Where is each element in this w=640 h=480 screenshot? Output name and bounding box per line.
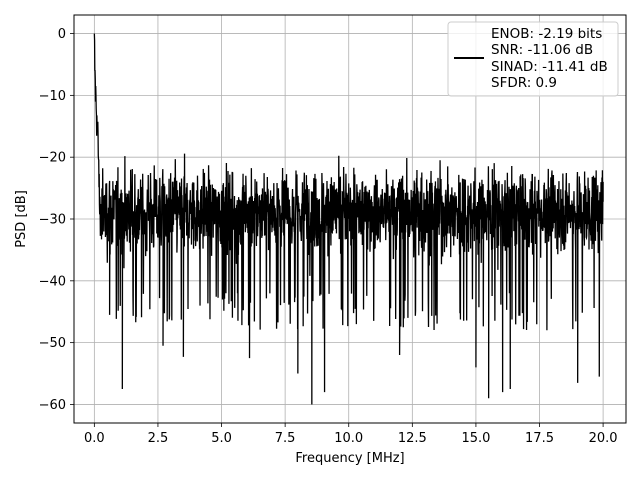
y-tick-label: −60 — [39, 398, 66, 413]
x-tick-label: 15.0 — [461, 431, 490, 446]
x-tick-label: 0.0 — [84, 431, 105, 446]
x-tick-label: 20.0 — [589, 431, 618, 446]
x-tick-label: 10.0 — [334, 431, 363, 446]
y-tick-label: 0 — [58, 27, 66, 42]
psd-series-line — [93, 33, 604, 405]
legend-box — [447, 21, 619, 97]
plot-area — [93, 33, 604, 405]
legend-enob: ENOB: -2.19 bits — [491, 26, 602, 42]
x-tick-label: 5.0 — [211, 431, 232, 446]
legend-sinad: SINAD: -11.41 dB — [491, 59, 608, 75]
axis-ticks: 0.0 2.5 5.0 7.5 10.0 12.5 15.0 17.5 20.0 0 −10 −20 −… — [39, 27, 618, 446]
x-tick-label: 17.5 — [525, 431, 554, 446]
y-axis-label: PSD [dB] — [14, 190, 29, 248]
legend-sfdr: SFDR: 0.9 — [491, 75, 557, 91]
x-tick-label: 2.5 — [148, 431, 169, 446]
x-tick-label: 12.5 — [398, 431, 427, 446]
y-tick-label: −20 — [39, 151, 66, 166]
x-tick-label: 7.5 — [275, 431, 296, 446]
y-tick-label: −40 — [39, 274, 66, 289]
legend: ENOB: -2.19 bits SNR: -11.06 dB SINAD: -… — [447, 21, 619, 97]
y-tick-label: −50 — [39, 336, 66, 351]
y-tick-label: −30 — [39, 213, 66, 228]
x-axis-label: Frequency [MHz] — [295, 451, 404, 466]
legend-snr: SNR: -11.06 dB — [491, 42, 593, 58]
y-tick-label: −10 — [39, 89, 66, 104]
